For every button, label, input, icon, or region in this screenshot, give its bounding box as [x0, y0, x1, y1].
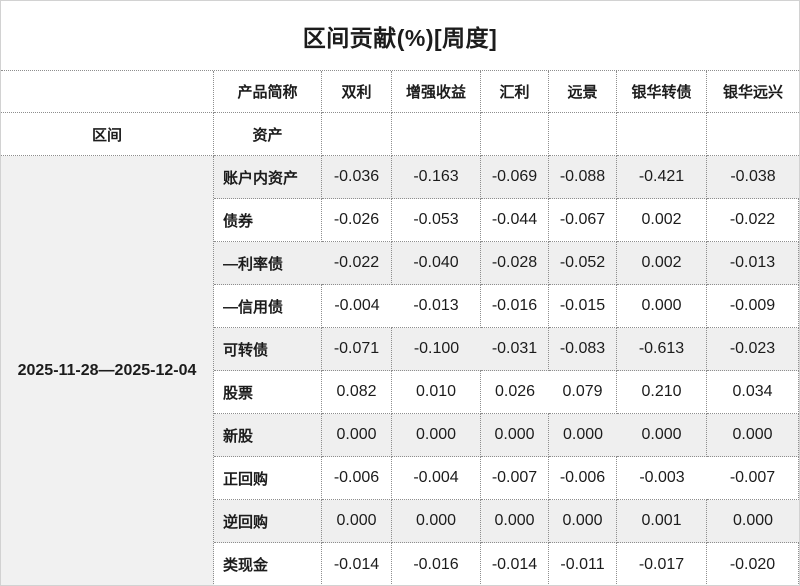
value-cell: 0.079 — [549, 371, 617, 414]
product-column-header: 银华转债 — [617, 71, 707, 113]
value-cell: -0.421 — [617, 156, 707, 199]
value-cell: -0.088 — [549, 156, 617, 199]
value-cell: -0.067 — [549, 199, 617, 242]
value-cell: -0.015 — [549, 285, 617, 328]
interval-column-header: 区间 — [1, 113, 214, 156]
empty-header-cell — [481, 113, 549, 156]
value-cell: -0.020 — [707, 543, 799, 585]
value-cell: -0.038 — [707, 156, 799, 199]
value-cell: -0.007 — [707, 457, 799, 500]
contribution-table: 产品简称 双利 增强收益 汇利 远景 银华转债 银华远兴 区间 资产 2025-… — [1, 70, 799, 585]
value-cell: -0.017 — [617, 543, 707, 585]
value-cell: 0.034 — [707, 371, 799, 414]
row-label: 股票 — [214, 371, 322, 414]
value-cell: -0.016 — [392, 543, 481, 585]
value-cell: -0.026 — [322, 199, 392, 242]
value-cell: -0.022 — [322, 242, 392, 285]
value-cell: -0.007 — [481, 457, 549, 500]
value-cell: -0.613 — [617, 328, 707, 371]
value-cell: -0.014 — [481, 543, 549, 585]
value-cell: -0.044 — [481, 199, 549, 242]
value-cell: -0.052 — [549, 242, 617, 285]
row-label: 类现金 — [214, 543, 322, 585]
value-cell: -0.071 — [322, 328, 392, 371]
value-cell: -0.016 — [481, 285, 549, 328]
empty-header-cell — [617, 113, 707, 156]
value-cell: 0.000 — [617, 414, 707, 457]
value-cell: -0.069 — [481, 156, 549, 199]
value-cell: 0.002 — [617, 199, 707, 242]
value-cell: -0.022 — [707, 199, 799, 242]
value-cell: -0.100 — [392, 328, 481, 371]
value-cell: -0.053 — [392, 199, 481, 242]
value-cell: 0.026 — [481, 371, 549, 414]
value-cell: 0.000 — [392, 500, 481, 543]
value-cell: -0.083 — [549, 328, 617, 371]
empty-header-cell — [322, 113, 392, 156]
product-column-header: 双利 — [322, 71, 392, 113]
row-label: 账户内资产 — [214, 156, 322, 199]
value-cell: 0.210 — [617, 371, 707, 414]
value-cell: 0.000 — [617, 285, 707, 328]
value-cell: 0.000 — [322, 500, 392, 543]
value-cell: 0.082 — [322, 371, 392, 414]
column-group-header: 产品简称 — [214, 71, 322, 113]
value-cell: -0.006 — [549, 457, 617, 500]
value-cell: -0.031 — [481, 328, 549, 371]
empty-header-cell — [549, 113, 617, 156]
product-column-header: 银华远兴 — [707, 71, 799, 113]
corner-empty-cell — [1, 71, 214, 113]
value-cell: 0.000 — [322, 414, 392, 457]
value-cell: 0.000 — [481, 414, 549, 457]
row-label: 债券 — [214, 199, 322, 242]
value-cell: -0.023 — [707, 328, 799, 371]
value-cell: -0.163 — [392, 156, 481, 199]
row-label: 可转债 — [214, 328, 322, 371]
value-cell: 0.000 — [707, 500, 799, 543]
product-column-header: 汇利 — [481, 71, 549, 113]
value-cell: -0.014 — [322, 543, 392, 585]
value-cell: 0.000 — [392, 414, 481, 457]
value-cell: 0.001 — [617, 500, 707, 543]
row-label: 逆回购 — [214, 500, 322, 543]
row-label: 正回购 — [214, 457, 322, 500]
value-cell: -0.013 — [707, 242, 799, 285]
value-cell: 0.000 — [481, 500, 549, 543]
value-cell: -0.004 — [392, 457, 481, 500]
row-label: 新股 — [214, 414, 322, 457]
value-cell: -0.011 — [549, 543, 617, 585]
value-cell: -0.013 — [392, 285, 481, 328]
value-cell: -0.009 — [707, 285, 799, 328]
value-cell: 0.000 — [549, 500, 617, 543]
value-cell: -0.036 — [322, 156, 392, 199]
interval-date-cell: 2025-11-28—2025-12-04 — [1, 156, 214, 585]
page-title: 区间贡献(%)[周度] — [1, 1, 799, 70]
value-cell: -0.004 — [322, 285, 392, 328]
value-cell: -0.040 — [392, 242, 481, 285]
value-cell: -0.028 — [481, 242, 549, 285]
value-cell: -0.003 — [617, 457, 707, 500]
row-label: —利率债 — [214, 242, 322, 285]
value-cell: 0.002 — [617, 242, 707, 285]
product-column-header: 增强收益 — [392, 71, 481, 113]
value-cell: -0.006 — [322, 457, 392, 500]
value-cell: 0.000 — [707, 414, 799, 457]
row-label: —信用债 — [214, 285, 322, 328]
asset-row-header: 资产 — [214, 113, 322, 156]
value-cell: 0.010 — [392, 371, 481, 414]
empty-header-cell — [392, 113, 481, 156]
value-cell: 0.000 — [549, 414, 617, 457]
product-column-header: 远景 — [549, 71, 617, 113]
empty-header-cell — [707, 113, 799, 156]
